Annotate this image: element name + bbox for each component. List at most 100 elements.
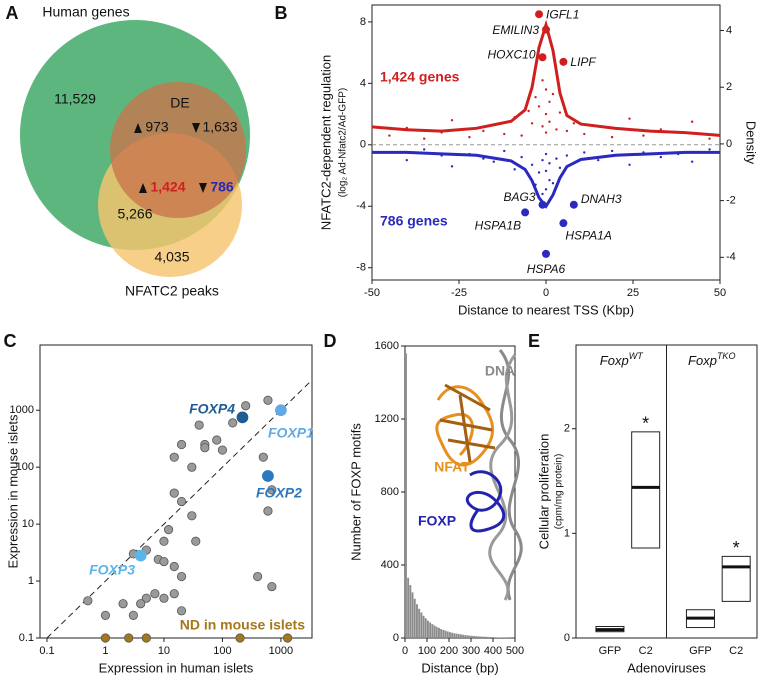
point bbox=[659, 155, 663, 159]
histogram-bar bbox=[407, 577, 410, 638]
x-tick-label: 300 bbox=[462, 645, 480, 657]
panel-label: D bbox=[324, 331, 337, 351]
point bbox=[548, 100, 551, 103]
point-label: DNAH3 bbox=[581, 192, 622, 206]
series-label: FOXP3 bbox=[89, 562, 135, 578]
x-tick-label: 50 bbox=[714, 287, 726, 299]
nfat-domain bbox=[439, 383, 496, 463]
point-label: HOXC10 bbox=[487, 47, 535, 61]
significance-flag: * bbox=[642, 414, 649, 434]
x-tick-label: 1000 bbox=[269, 645, 293, 657]
labeled-point bbox=[569, 200, 578, 209]
point bbox=[527, 109, 530, 113]
point bbox=[187, 462, 197, 472]
point bbox=[141, 593, 151, 603]
point bbox=[159, 536, 169, 546]
point bbox=[275, 404, 287, 417]
histogram-bar bbox=[411, 592, 414, 638]
facet-label: FoxpTKO bbox=[688, 351, 735, 368]
x-axis-label: Distance to nearest TSS (Kbp) bbox=[458, 302, 634, 317]
histogram-bar bbox=[451, 632, 454, 638]
point bbox=[187, 511, 197, 521]
plot-frame bbox=[39, 344, 313, 639]
up-arrow bbox=[134, 123, 142, 133]
histogram-bar bbox=[499, 637, 502, 638]
point bbox=[124, 633, 134, 643]
histogram-bar bbox=[455, 633, 458, 638]
histogram-bar bbox=[497, 637, 500, 638]
nfat-domain bbox=[435, 385, 495, 467]
point bbox=[610, 135, 614, 139]
region-count: 5,266 bbox=[117, 206, 152, 222]
y2-axis-label: Density bbox=[744, 121, 759, 165]
histogram-bar bbox=[495, 637, 498, 638]
y-tick-label: 0 bbox=[360, 139, 366, 151]
plot-frame bbox=[371, 4, 721, 281]
y-axis-sublabel: (log₂ Ad-Nfatc2/Ad-GFP) bbox=[338, 88, 349, 197]
set-label: Human genes bbox=[42, 4, 129, 20]
range-box bbox=[631, 431, 661, 549]
y-tick-label: 1600 bbox=[375, 340, 399, 352]
point bbox=[503, 132, 506, 136]
histogram-bar bbox=[457, 633, 460, 638]
x-tick-label: C2 bbox=[639, 645, 653, 657]
point bbox=[544, 131, 548, 134]
facet-label-main: Foxp bbox=[688, 353, 717, 368]
labeled-point bbox=[542, 249, 550, 258]
x-tick-label: 200 bbox=[440, 645, 458, 657]
point bbox=[572, 122, 576, 125]
point bbox=[258, 452, 268, 462]
point bbox=[583, 151, 586, 154]
point bbox=[597, 158, 600, 162]
structure-label: NFAT bbox=[434, 459, 470, 475]
histogram-bar bbox=[413, 598, 416, 638]
point bbox=[690, 120, 694, 123]
point bbox=[530, 122, 534, 125]
histogram-bar bbox=[473, 635, 476, 638]
series-label: FOXP4 bbox=[189, 401, 235, 417]
series-label: 786 genes bbox=[380, 213, 448, 229]
point-label: BAG3 bbox=[504, 190, 536, 204]
y-tick-label: 4 bbox=[360, 77, 366, 89]
point bbox=[534, 95, 537, 99]
facet-label: FoxpWT bbox=[600, 351, 644, 368]
histogram-bar bbox=[435, 626, 438, 638]
point bbox=[163, 525, 174, 535]
point bbox=[136, 599, 146, 609]
y2-tick-label: 0 bbox=[726, 138, 732, 150]
histogram-bar bbox=[490, 637, 493, 638]
point bbox=[262, 470, 274, 482]
labeled-point bbox=[535, 10, 544, 19]
histogram-bar bbox=[446, 631, 449, 638]
panel-label: A bbox=[6, 3, 19, 23]
point bbox=[628, 163, 631, 166]
histogram-bar bbox=[405, 353, 407, 638]
x-tick-label: 0 bbox=[543, 287, 549, 299]
point bbox=[176, 606, 187, 616]
point bbox=[541, 125, 544, 128]
point bbox=[388, 134, 391, 137]
histogram-bar bbox=[431, 624, 434, 638]
point bbox=[544, 188, 548, 191]
point bbox=[628, 117, 631, 120]
x-tick-label: 100 bbox=[213, 645, 231, 657]
point bbox=[150, 589, 160, 599]
y-tick-label: 0 bbox=[564, 632, 570, 644]
point-label: EMILIN3 bbox=[492, 23, 539, 37]
point bbox=[530, 163, 534, 166]
point bbox=[200, 443, 210, 453]
y-tick-label: 8 bbox=[360, 16, 366, 28]
y-tick-label: 10 bbox=[22, 518, 34, 530]
point bbox=[236, 411, 249, 424]
y-tick-label: 1200 bbox=[375, 413, 399, 425]
region-count: 1,633 bbox=[202, 119, 237, 135]
x-tick-label: 1 bbox=[102, 645, 108, 657]
point bbox=[551, 182, 555, 185]
down-arrow bbox=[192, 123, 200, 133]
point-label: LIPF bbox=[570, 55, 596, 69]
labeled-point bbox=[559, 219, 568, 228]
point bbox=[555, 128, 558, 131]
structure-label: FOXP bbox=[418, 513, 456, 529]
point bbox=[520, 155, 523, 159]
point bbox=[492, 160, 495, 163]
